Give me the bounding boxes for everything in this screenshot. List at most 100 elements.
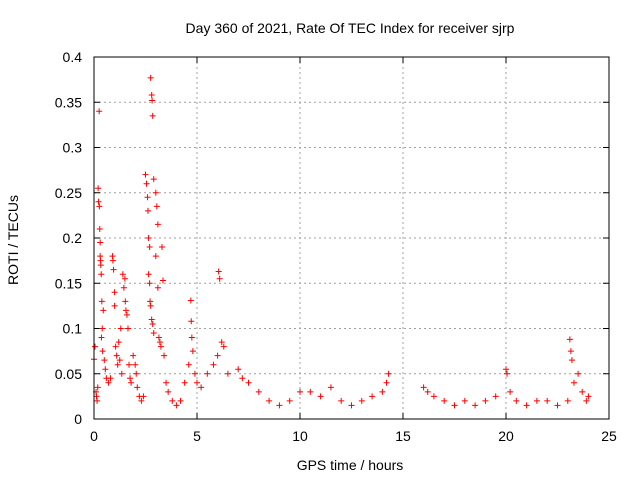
plot-frame	[93, 56, 610, 420]
data-point	[187, 297, 194, 304]
data-point	[185, 361, 192, 368]
data-point	[152, 253, 159, 260]
data-point	[210, 361, 217, 368]
y-tick-label: 0.05	[55, 366, 82, 382]
chart-title: Day 360 of 2021, Rate Of TEC Index for r…	[186, 20, 515, 36]
data-point	[214, 352, 221, 359]
x-tick-label: 25	[601, 428, 617, 444]
data-point	[461, 397, 468, 404]
data-point	[100, 307, 107, 314]
data-point	[153, 203, 160, 210]
data-point	[146, 280, 153, 287]
data-point	[191, 370, 198, 377]
data-point	[95, 185, 102, 192]
data-point	[163, 379, 170, 386]
data-point	[150, 176, 157, 183]
data-point	[107, 375, 114, 382]
data-point	[147, 74, 154, 81]
data-point	[348, 402, 355, 409]
data-point	[123, 311, 130, 318]
data-point	[147, 298, 154, 305]
data-point	[118, 370, 125, 377]
data-point	[566, 336, 573, 343]
data-point	[204, 370, 211, 377]
y-tick-label: 0.4	[63, 49, 83, 65]
grid-lines	[94, 57, 609, 419]
data-point	[145, 271, 152, 278]
data-point	[564, 397, 571, 404]
data-point	[126, 361, 133, 368]
data-point	[98, 334, 105, 341]
data-point	[147, 302, 154, 309]
data-point	[276, 402, 283, 409]
data-point	[152, 189, 159, 196]
data-point	[165, 388, 172, 395]
data-point	[224, 370, 231, 377]
data-point	[504, 370, 511, 377]
data-point	[149, 97, 156, 104]
data-point	[245, 379, 252, 386]
data-point	[177, 397, 184, 404]
data-point	[317, 393, 324, 400]
data-point	[568, 357, 575, 364]
data-point	[194, 379, 200, 386]
data-point	[92, 343, 99, 350]
data-point	[218, 339, 225, 346]
data-point	[116, 357, 123, 364]
y-axis-label: ROTI / TECUs	[5, 195, 21, 285]
data-point	[114, 361, 121, 368]
data-point	[94, 397, 101, 404]
data-point	[583, 397, 590, 404]
data-point	[181, 379, 188, 386]
data-point	[96, 108, 103, 115]
data-point	[128, 379, 135, 386]
data-point	[286, 397, 293, 404]
data-point	[567, 348, 574, 355]
data-point	[94, 384, 101, 391]
data-point	[101, 357, 108, 364]
x-tick-label: 10	[292, 428, 308, 444]
data-point	[198, 384, 205, 391]
data-point	[138, 397, 145, 404]
data-point	[111, 289, 118, 296]
data-point	[358, 397, 365, 404]
data-point	[120, 284, 127, 291]
data-point	[338, 397, 345, 404]
data-point	[451, 402, 458, 409]
data-point	[121, 275, 128, 282]
data-point	[235, 366, 242, 373]
data-point	[383, 379, 390, 386]
data-point	[169, 397, 176, 404]
x-tick-label: 0	[90, 428, 98, 444]
data-point	[98, 298, 105, 305]
data-point	[97, 239, 104, 246]
data-point	[156, 339, 163, 346]
data-point	[113, 352, 120, 359]
y-tick-label: 0.25	[55, 185, 82, 201]
data-point	[297, 388, 303, 395]
data-point	[188, 318, 195, 325]
data-point	[149, 320, 156, 327]
data-point	[148, 92, 155, 99]
data-point	[140, 393, 147, 400]
data-point	[575, 370, 582, 377]
data-point	[533, 397, 540, 404]
data-point	[127, 375, 134, 382]
data-point	[122, 298, 129, 305]
data-point	[554, 402, 561, 409]
data-point	[158, 244, 165, 251]
x-axis-label: GPS time / hours	[297, 457, 404, 473]
data-point	[160, 277, 167, 284]
data-point	[430, 393, 437, 400]
data-point	[96, 203, 103, 210]
data-point	[585, 393, 592, 400]
data-point	[379, 388, 386, 395]
data-point	[97, 262, 104, 269]
data-point	[161, 352, 168, 359]
data-point	[570, 379, 577, 386]
data-point	[239, 375, 246, 382]
data-point	[420, 384, 427, 391]
data-point	[124, 325, 131, 332]
data-point	[220, 343, 227, 350]
